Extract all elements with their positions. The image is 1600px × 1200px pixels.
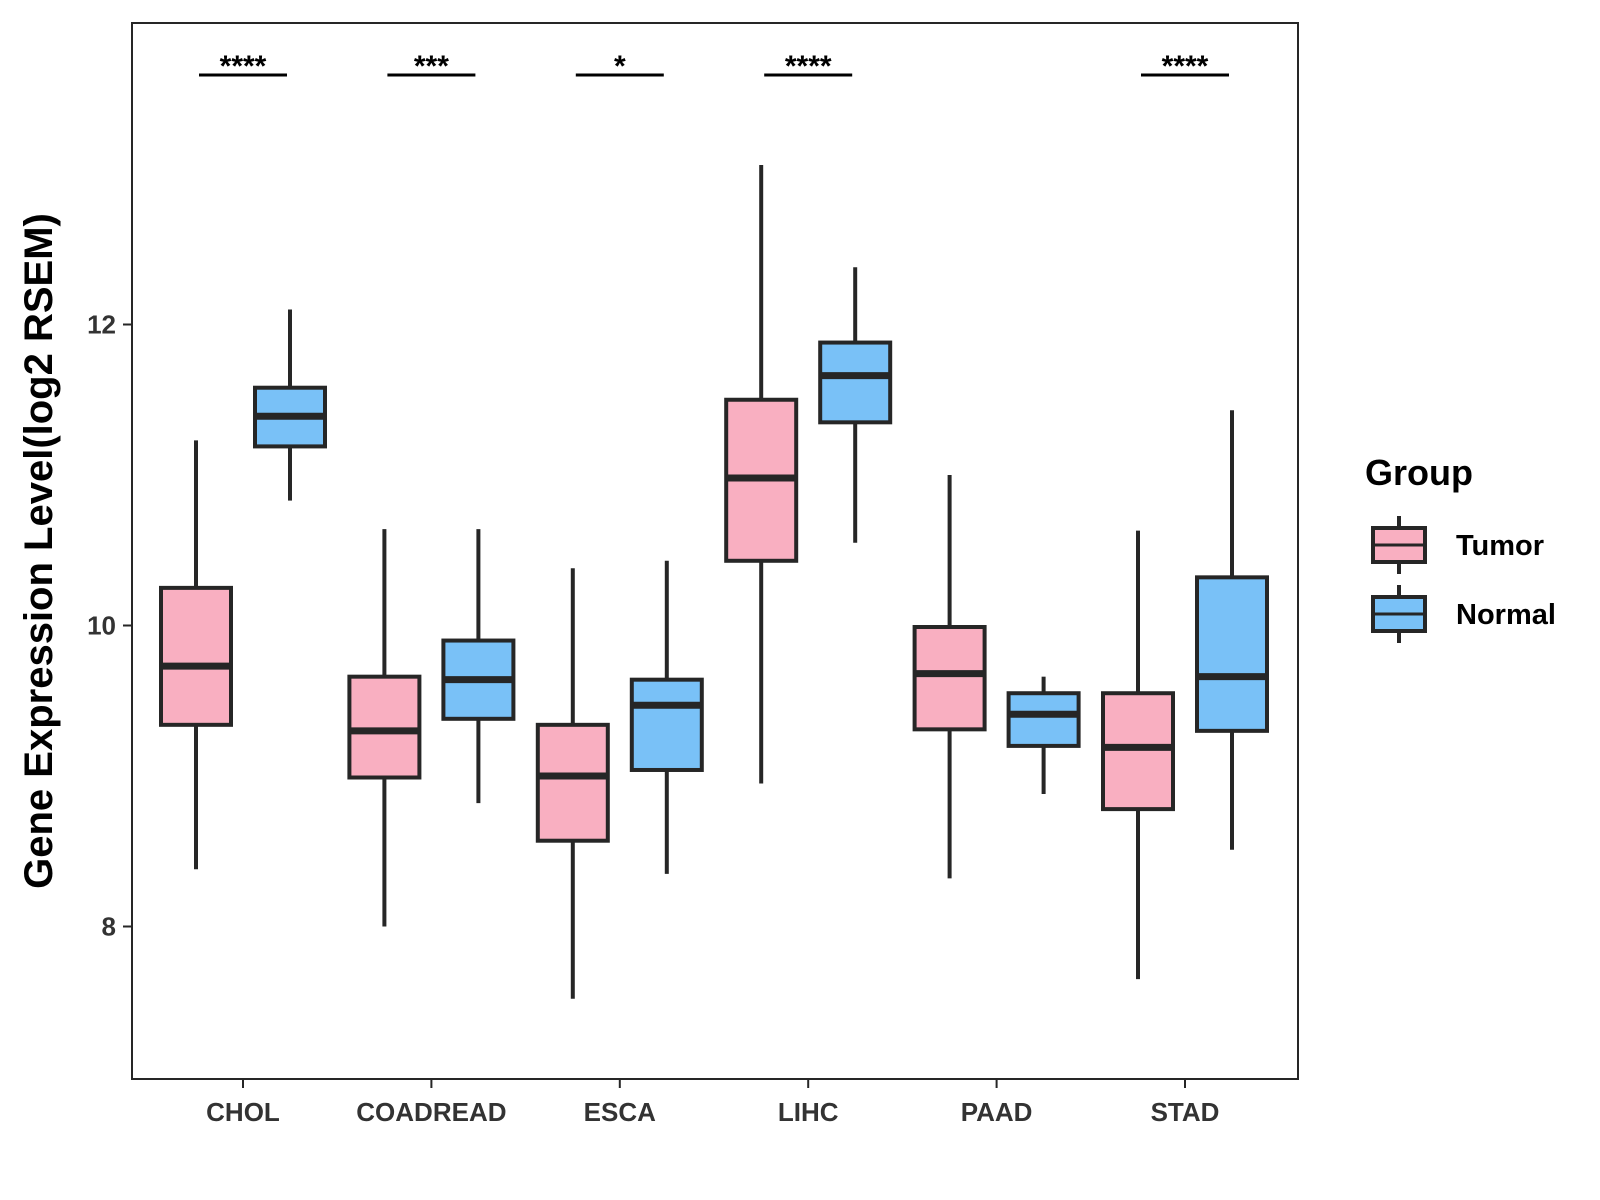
significance-lihc: **** [764, 50, 853, 83]
box-body [159, 585, 233, 727]
box-tumor-chol [159, 440, 233, 870]
legend-label: Tumor [1456, 530, 1544, 562]
box-tumor-coadread [347, 529, 422, 927]
legend-item-tumor: Tumor [1371, 516, 1544, 574]
box-normal-chol [253, 309, 327, 501]
y-tick-label: 10 [87, 611, 116, 641]
box-body [818, 340, 893, 425]
box-normal-coadread [441, 529, 516, 804]
box-body [1101, 691, 1175, 812]
box-normal-lihc [818, 267, 893, 543]
x-tick-label: CHOL [206, 1097, 280, 1127]
legend-title: Group [1365, 452, 1473, 493]
axis-layer: CHOL COADREAD ESCA LIHC PAAD STAD 8 10 12 [87, 310, 1219, 1128]
box-normal-esca [629, 560, 704, 874]
box-body [347, 674, 422, 780]
box-tumor-stad [1101, 530, 1175, 980]
legend: Group Tumor Normal [1365, 452, 1556, 643]
significance-coadread: *** [387, 50, 476, 83]
significance-stad: **** [1141, 50, 1229, 83]
significance-label: * [614, 50, 626, 83]
box-body [912, 625, 987, 732]
box-body [629, 677, 704, 772]
significance-label: **** [1162, 50, 1209, 83]
box-normal-paad [1006, 676, 1081, 795]
x-tick-label: PAAD [961, 1097, 1033, 1127]
box-normal-stad [1195, 410, 1269, 850]
y-tick-label: 12 [87, 310, 116, 340]
y-axis-title: Gene Expression Level(log2 RSEM) [17, 213, 61, 889]
box-body [1006, 691, 1081, 748]
box-body [535, 722, 610, 843]
significance-label: **** [220, 50, 267, 83]
y-tick-label: 8 [102, 912, 116, 942]
boxes-layer [159, 164, 1269, 999]
significance-esca: * [575, 50, 664, 83]
significance-layer: **** *** * **** **** [199, 50, 1229, 83]
significance-chol: **** [199, 50, 287, 83]
significance-label: *** [414, 50, 449, 83]
legend-label: Normal [1456, 599, 1556, 631]
box-body [1195, 575, 1269, 733]
significance-label: **** [785, 50, 832, 83]
x-tick-label: LIHC [778, 1097, 839, 1127]
legend-item-normal: Normal [1371, 585, 1556, 643]
x-tick-label: STAD [1151, 1097, 1220, 1127]
box-tumor-lihc [724, 164, 799, 784]
box-tumor-esca [535, 568, 610, 999]
x-tick-label: ESCA [584, 1097, 656, 1127]
x-tick-label: COADREAD [356, 1097, 506, 1127]
plot-panel [131, 22, 1299, 1080]
box-tumor-paad [912, 475, 987, 879]
